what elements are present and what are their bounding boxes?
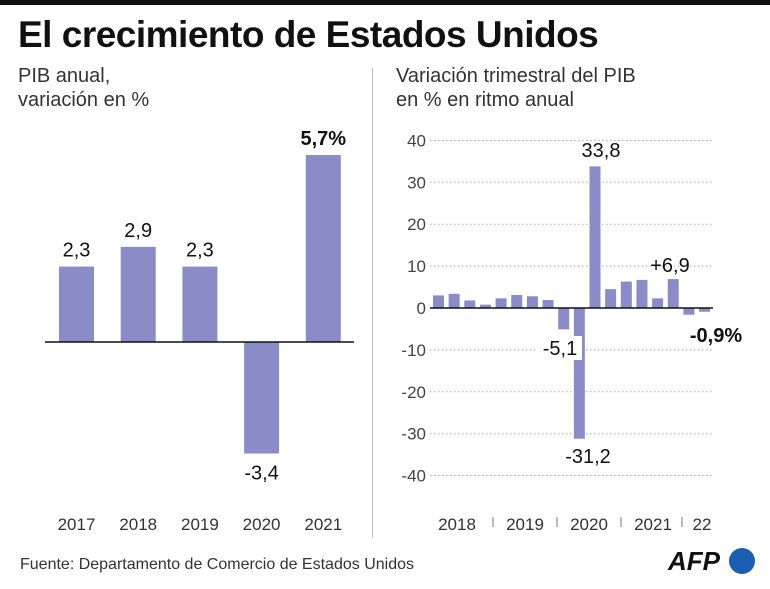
- year-label: 2020: [570, 515, 608, 534]
- quarter-bar: [526, 296, 538, 308]
- x-tick-label: 2018: [119, 515, 157, 534]
- quarter-bar: [683, 308, 695, 315]
- quarter-bar: [636, 279, 648, 308]
- quarter-bar: [620, 281, 632, 308]
- y-tick-label: -30: [401, 425, 426, 444]
- quarter-bar: [605, 289, 617, 308]
- source-note: Fuente: Departamento de Comercio de Esta…: [20, 556, 414, 573]
- year-label: 2019: [506, 515, 544, 534]
- quarter-bar: [699, 308, 711, 312]
- quarter-bar: [573, 308, 585, 439]
- y-tick-label: 40: [407, 131, 426, 150]
- bar-value-label: 2,3: [186, 240, 214, 262]
- bar-annotation: 33,8: [582, 140, 621, 162]
- right-subtitle-line2: en % en ritmo anual: [396, 89, 574, 111]
- annual-bar: [305, 155, 341, 342]
- right-subtitle: Variación trimestral del PIB en % en rit…: [396, 64, 636, 112]
- quarter-bar: [464, 300, 476, 308]
- right-subtitle-line1: Variación trimestral del PIB: [396, 65, 636, 87]
- quarter-bar: [652, 298, 664, 308]
- y-tick-label: 10: [407, 257, 426, 276]
- afp-logo-dot: [729, 548, 755, 574]
- bar-annotation: -31,2: [565, 446, 611, 468]
- x-tick-label: 2020: [243, 515, 281, 534]
- quarter-bar: [433, 295, 444, 308]
- afp-logo: AFP: [668, 546, 720, 576]
- bar-value-label: 2,3: [63, 240, 91, 262]
- bar-value-label: 5,7%: [301, 128, 347, 150]
- x-tick-label: 2017: [58, 515, 96, 534]
- year-label: 22: [693, 515, 712, 534]
- left-subtitle-line2: variación en %: [18, 89, 150, 111]
- annual-bar: [244, 342, 280, 454]
- bar-value-label: 2,9: [124, 220, 152, 242]
- y-tick-label: -40: [401, 467, 426, 486]
- annual-bar: [120, 246, 156, 342]
- annual-bar: [59, 266, 94, 342]
- year-label: 2021: [634, 515, 672, 534]
- chart-title: El crecimiento de Estados Unidos: [18, 14, 599, 55]
- y-tick-label: -10: [401, 341, 426, 360]
- x-tick-label: 2021: [304, 515, 342, 534]
- top-bar: [0, 0, 770, 5]
- bar-annotation: +6,9: [650, 255, 689, 277]
- y-tick-label: 0: [417, 299, 426, 318]
- left-subtitle-line1: PIB anual,: [18, 65, 111, 87]
- y-tick-label: 20: [407, 215, 426, 234]
- quarter-bar: [558, 308, 570, 330]
- quarter-bar: [667, 279, 679, 308]
- quarter-bar: [589, 166, 601, 308]
- bar-annotation: -5,1: [543, 338, 577, 360]
- y-tick-label: -20: [401, 383, 426, 402]
- label-background: [536, 336, 582, 360]
- year-label: 2018: [438, 515, 476, 534]
- y-tick-label: 30: [407, 173, 426, 192]
- left-subtitle: PIB anual, variación en %: [18, 64, 149, 112]
- quarter-bar: [542, 300, 554, 308]
- quarter-bar: [479, 304, 491, 308]
- quarter-bar: [448, 293, 460, 308]
- bar-annotation: -0,9%: [690, 325, 742, 347]
- annual-bar: [182, 266, 218, 342]
- divider: [372, 68, 373, 538]
- quarter-bar: [495, 298, 507, 308]
- bar-value-label: -3,4: [244, 463, 278, 485]
- quarter-bar: [511, 295, 523, 308]
- x-tick-label: 2019: [181, 515, 219, 534]
